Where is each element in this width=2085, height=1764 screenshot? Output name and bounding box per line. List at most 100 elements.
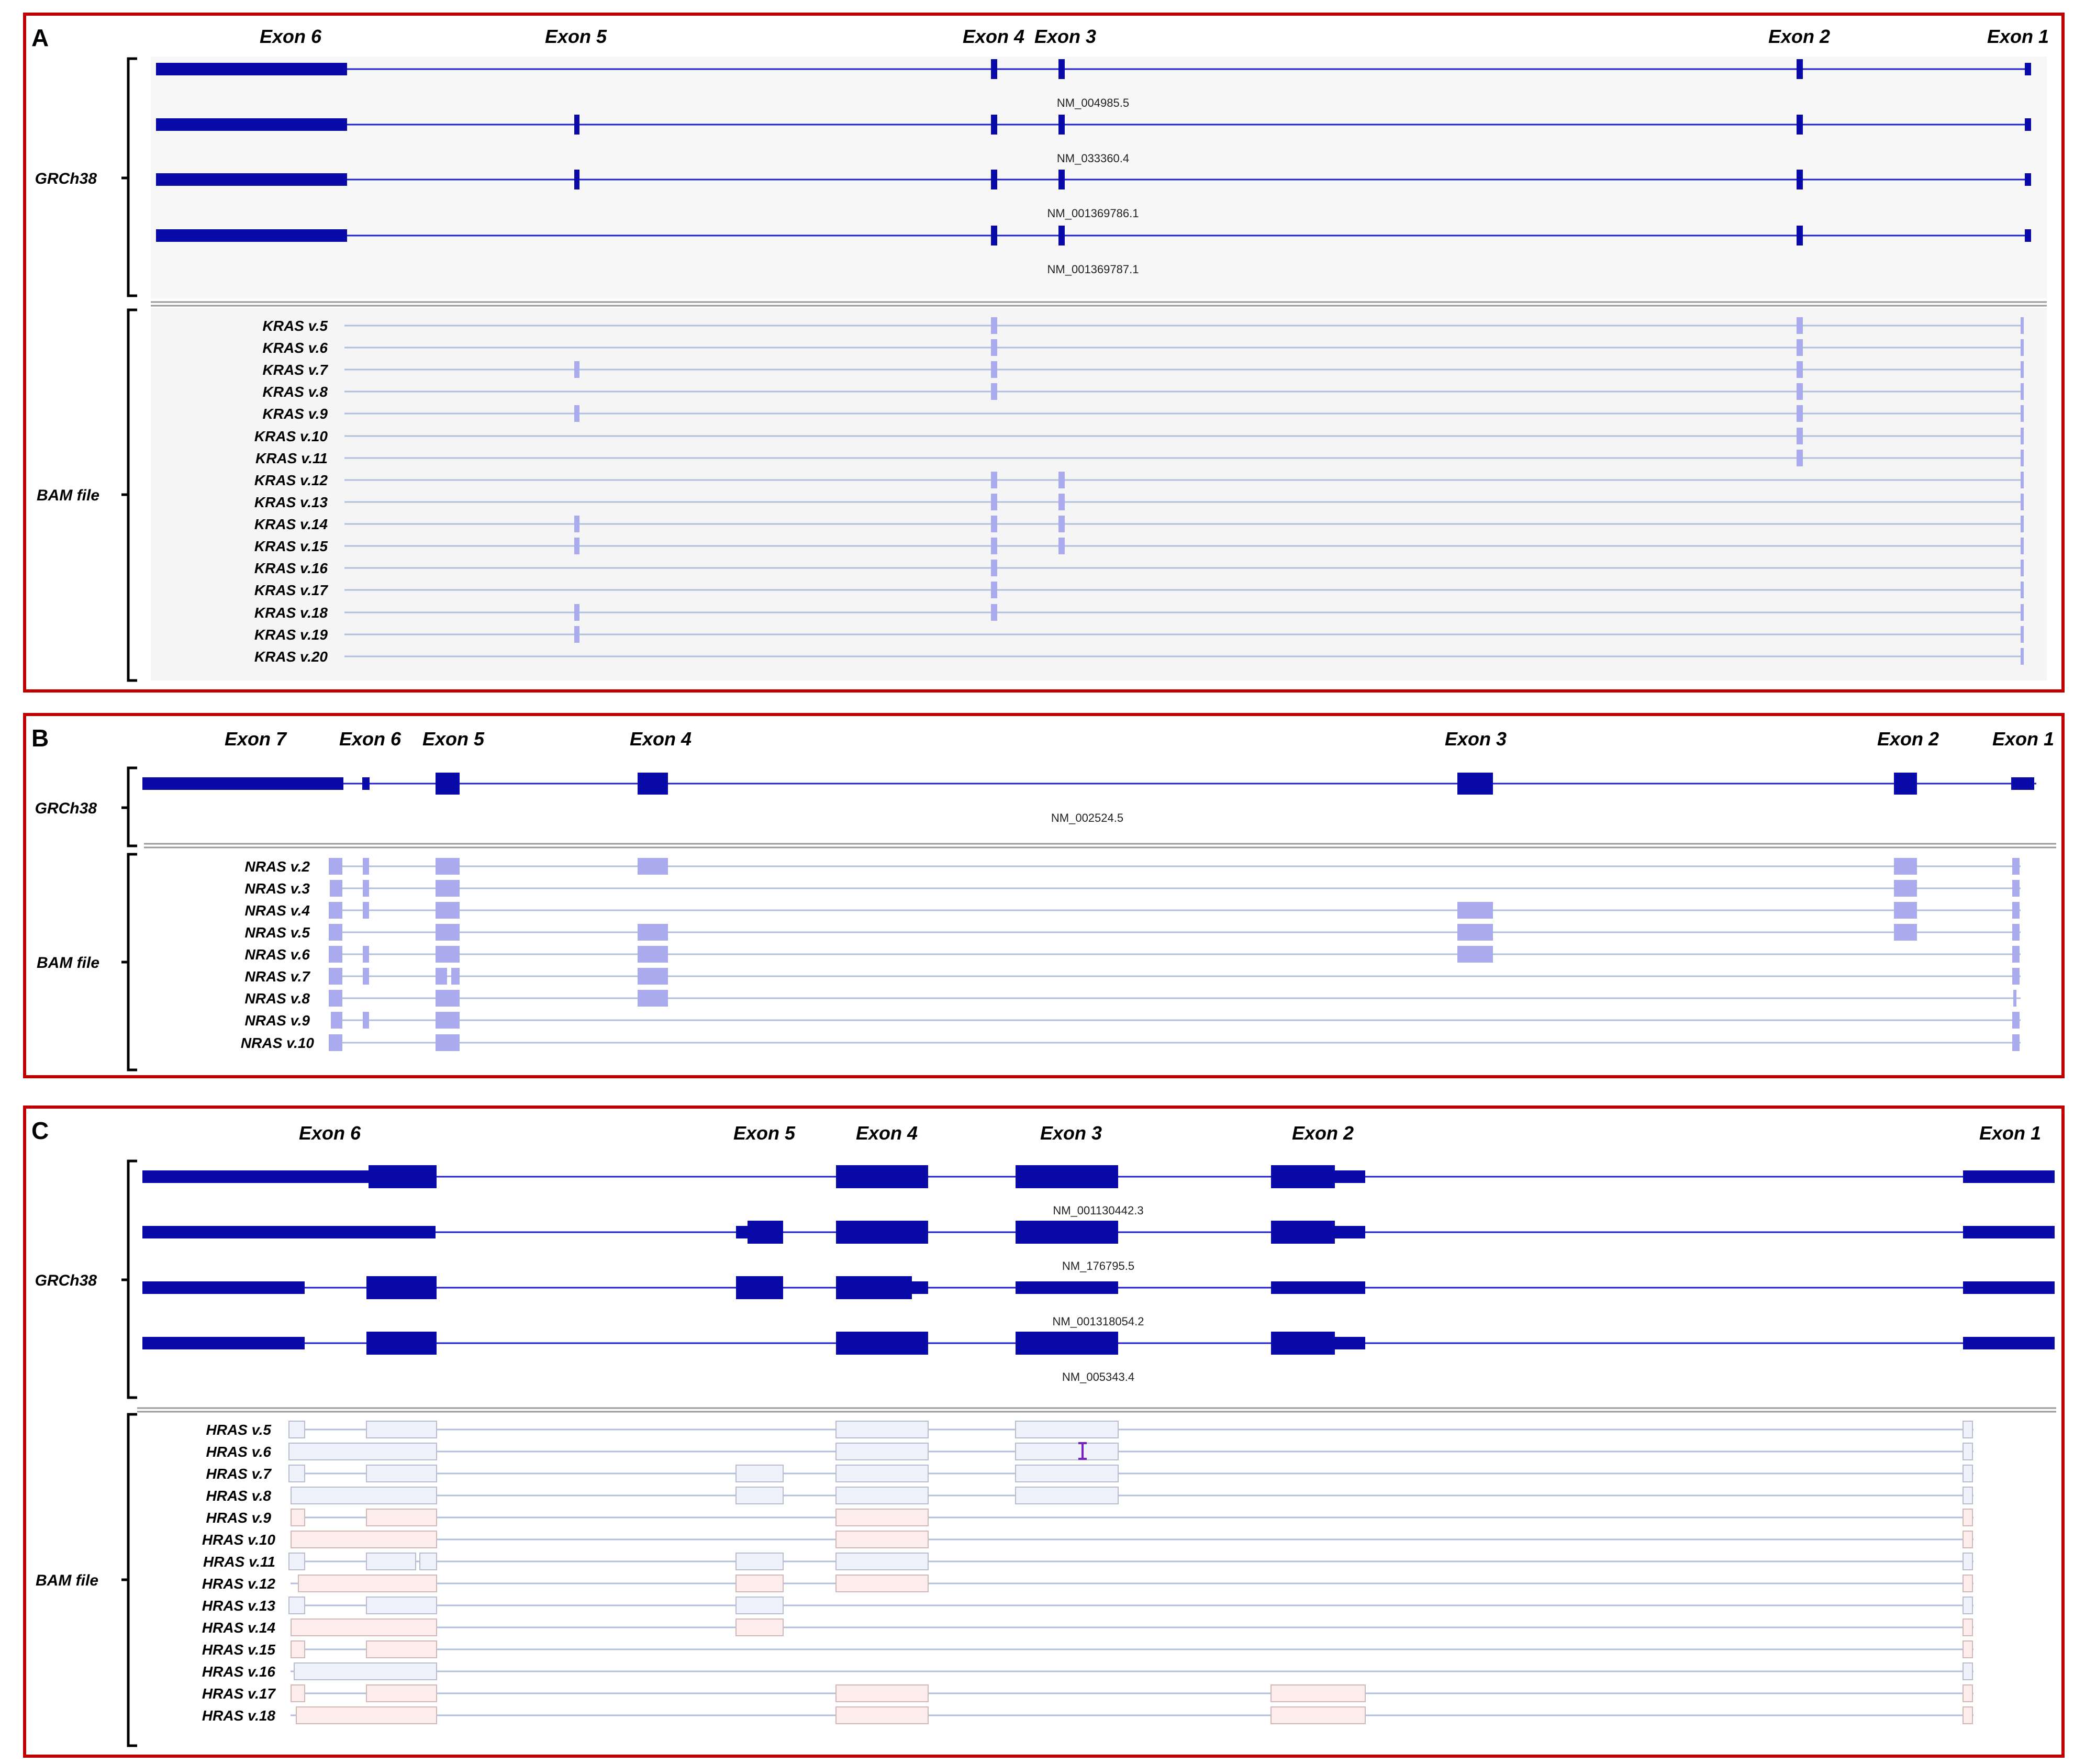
panel-c-bam-bracket — [121, 1413, 137, 1747]
variant-label: HRAS v.18 — [202, 1707, 275, 1724]
read-row — [344, 494, 2024, 510]
transcript-track — [156, 226, 2031, 245]
read-row — [344, 317, 2024, 334]
read-row — [344, 450, 2024, 466]
read-row — [344, 626, 2024, 643]
variant-label: NRAS v.5 — [245, 924, 310, 941]
transcript-accession: NM_001369786.1 — [1047, 207, 1139, 220]
panel-b-letter: B — [31, 724, 49, 752]
read-row — [291, 1487, 1973, 1504]
read-row — [291, 1575, 1973, 1592]
read-row — [329, 1034, 2021, 1051]
read-row — [291, 1684, 1973, 1702]
variant-label: KRAS v.7 — [263, 362, 329, 378]
read-row — [344, 516, 2024, 532]
variant-label: KRAS v.13 — [254, 494, 328, 510]
variant-label: HRAS v.11 — [203, 1554, 275, 1570]
variant-label: NRAS v.6 — [245, 946, 310, 963]
panel-a-bam-label: BAM file — [37, 487, 99, 504]
read-row — [329, 924, 2021, 941]
read-row — [344, 339, 2024, 356]
variant-label: KRAS v.18 — [254, 605, 328, 621]
panel-b-exon-6-label: Exon 6 — [339, 728, 402, 750]
variant-label: HRAS v.17 — [202, 1685, 276, 1702]
read-row — [344, 582, 2024, 598]
transcript-accession: NM_002524.5 — [1051, 811, 1123, 824]
transcript-track — [156, 59, 2031, 79]
panel-b-exon-1-label: Exon 1 — [1992, 728, 2054, 750]
panel-b-reference-transcripts: NM_002524.5 — [142, 773, 2036, 824]
variant-label: KRAS v.6 — [263, 340, 328, 356]
variant-label: KRAS v.11 — [255, 450, 328, 466]
read-row — [291, 1706, 1973, 1724]
variant-label: NRAS v.7 — [245, 968, 311, 985]
panel-b-bam-bracket — [121, 853, 137, 1071]
read-row — [344, 405, 2024, 422]
variant-label: HRAS v.15 — [202, 1642, 275, 1658]
panel-a-reference-transcripts: NM_004985.5 NM_033360.4 NM_00136 — [156, 59, 2031, 276]
variant-label: HRAS v.16 — [202, 1663, 275, 1680]
read-row — [330, 880, 2021, 897]
variant-label: KRAS v.12 — [254, 472, 328, 488]
panel-c-exon-3-label: Exon 3 — [1040, 1122, 1102, 1144]
read-row — [291, 1640, 1973, 1658]
variant-label: KRAS v.14 — [254, 516, 328, 532]
panel-a-exon-2-label: Exon 2 — [1768, 26, 1830, 47]
panel-b-reference-bracket — [121, 766, 137, 847]
text-cursor-icon — [1078, 1442, 1087, 1460]
read-row — [344, 361, 2024, 378]
read-row — [288, 1553, 1973, 1570]
variant-label: NRAS v.3 — [245, 880, 310, 897]
read-row — [344, 604, 2024, 621]
panel-a-reference-track-bg — [151, 57, 2047, 298]
variant-label: HRAS v.12 — [202, 1576, 275, 1592]
read-row — [291, 1618, 1973, 1636]
panel-c-exon-5-label: Exon 5 — [733, 1122, 796, 1144]
panel-a-bam-bracket — [121, 308, 137, 682]
panel-b-bam-reads: NRAS v.2 NRAS v.3 NRAS v.4 NRAS v.5 NRAS… — [241, 858, 2021, 1051]
panel-b-exon-2-label: Exon 2 — [1877, 728, 1939, 750]
panel-a-exon-4-label: Exon 4 — [963, 26, 1024, 47]
panel-a-exon-1-label: Exon 1 — [1987, 26, 2049, 47]
read-row — [291, 1662, 1973, 1680]
variant-label: HRAS v.14 — [202, 1620, 275, 1636]
read-row — [329, 990, 2021, 1007]
variant-label: KRAS v.10 — [254, 428, 328, 444]
transcript-accession: NM_005343.4 — [1062, 1370, 1134, 1383]
read-row — [344, 648, 2024, 665]
read-row — [344, 428, 2024, 444]
panel-a-bam-reads: KRAS v.5 KRAS v.6 KRAS v.7 KRAS v.8 KRAS… — [254, 317, 2024, 665]
read-row — [291, 1531, 1973, 1548]
transcript-accession: NM_176795.5 — [1062, 1259, 1134, 1272]
transcript-track — [142, 773, 2036, 795]
variant-label: NRAS v.4 — [245, 902, 310, 919]
read-row — [291, 1509, 1973, 1526]
variant-label: HRAS v.9 — [206, 1510, 272, 1526]
transcript-accession: NM_001318054.2 — [1053, 1315, 1144, 1328]
variant-label: NRAS v.8 — [245, 990, 310, 1007]
read-row — [288, 1442, 1973, 1460]
read-row — [288, 1465, 1973, 1482]
panel-a-exon-3-label: Exon 3 — [1034, 26, 1096, 47]
transcript-accession: NM_033360.4 — [1057, 152, 1129, 165]
read-row — [344, 538, 2024, 554]
panel-b-bam-label: BAM file — [37, 954, 99, 972]
panel-c-reference-label: GRCh38 — [35, 1272, 97, 1289]
read-row — [288, 1421, 1973, 1438]
panel-c-letter: C — [31, 1117, 49, 1144]
read-row — [329, 858, 2021, 875]
variant-label: KRAS v.20 — [254, 649, 328, 665]
panel-a-exon-6-label: Exon 6 — [260, 26, 322, 47]
panel-c: C Exon 6 Exon 5 Exon 4 Exon 3 Exon 2 Exo… — [23, 1106, 2065, 1758]
panel-b-exon-3-label: Exon 3 — [1445, 728, 1507, 750]
variant-label: KRAS v.19 — [254, 627, 328, 643]
variant-label: NRAS v.2 — [245, 858, 310, 875]
panel-b-exon-4-label: Exon 4 — [630, 728, 692, 750]
variant-label: KRAS v.16 — [254, 560, 328, 576]
transcript-accession: NM_001130442.3 — [1053, 1204, 1143, 1217]
read-row — [329, 902, 2021, 919]
variant-label: HRAS v.6 — [206, 1444, 272, 1460]
panel-c-exon-1-label: Exon 1 — [1979, 1122, 2041, 1144]
panel-c-exon-2-label: Exon 2 — [1292, 1122, 1354, 1144]
